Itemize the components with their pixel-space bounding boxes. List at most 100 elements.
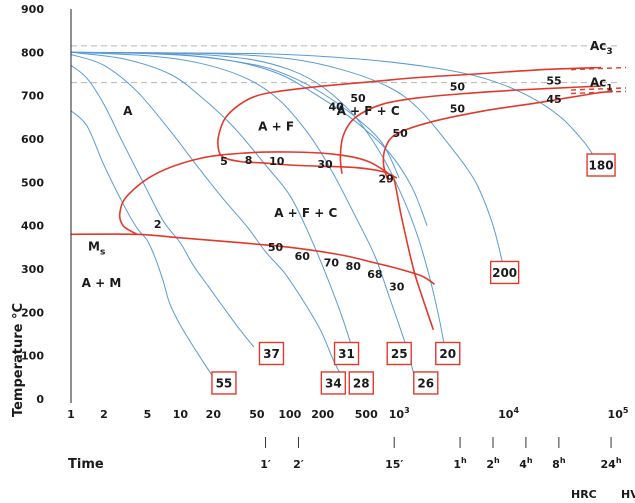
y-tick-label: 300 xyxy=(21,263,44,276)
x-tick-label: 105 xyxy=(608,406,629,421)
critical-temperature-label: Ac3 xyxy=(590,39,613,57)
percent-label: 2 xyxy=(154,218,162,231)
hardness-box xyxy=(333,341,360,366)
transformation-curves xyxy=(70,66,627,330)
percent-label: 68 xyxy=(367,268,382,281)
percent-label: 45 xyxy=(546,93,561,106)
x-tick-label: 10 xyxy=(173,408,189,421)
x-tick-label: 200 xyxy=(311,408,334,421)
percent-label: 30 xyxy=(317,158,333,171)
phase-label: A + F + C xyxy=(337,104,400,118)
cooling-curve xyxy=(70,54,343,378)
percent-label: 50 xyxy=(450,103,466,116)
time-label: Time xyxy=(68,457,104,472)
percent-label: 55 xyxy=(546,74,561,87)
percent-label: 50 xyxy=(268,241,284,254)
hardness-box xyxy=(320,371,347,395)
percent-label: 50 xyxy=(450,80,466,93)
hrc-label: HRC xyxy=(571,488,597,501)
x-tick-label: 1 xyxy=(67,408,75,421)
transformation-extension xyxy=(571,87,627,91)
cooling-curve xyxy=(70,51,354,352)
ms-label: Ms xyxy=(88,239,105,257)
phase-label: A + F + C xyxy=(274,206,337,220)
percent-label: 70 xyxy=(324,256,340,269)
y-tick-label: 900 xyxy=(21,3,44,16)
phase-label: A + F xyxy=(258,119,294,133)
transformation-curve xyxy=(339,85,602,174)
transformation-curve xyxy=(217,66,602,179)
hardness-value: 200 xyxy=(492,266,517,280)
percent-label: 10 xyxy=(269,155,285,168)
phase-label: A + M xyxy=(82,276,122,290)
y-tick-label: 700 xyxy=(21,90,44,103)
percent-label: 50 xyxy=(392,127,408,140)
transformation-curve xyxy=(382,90,614,183)
hardness-box xyxy=(489,260,520,285)
x-tick-label: 50 xyxy=(249,408,265,421)
x-tick-label: 100 xyxy=(278,408,301,421)
hardness-boxes: 55 37 34 31 28 25 26 20 200 180 xyxy=(211,153,616,395)
y-tick-label: 100 xyxy=(21,350,44,363)
hardness-value: 37 xyxy=(263,347,280,361)
cooling-curve xyxy=(70,51,428,226)
x-tick-label: 2 xyxy=(100,408,108,421)
percent-label: 5 xyxy=(220,155,228,168)
hardness-value: 31 xyxy=(338,347,355,361)
phase-label: A xyxy=(123,104,133,118)
hardness-box xyxy=(258,341,285,366)
hardness-value: 25 xyxy=(391,347,408,361)
x-tick-label: 5 xyxy=(144,408,152,421)
y-axis-label: Temperature °C xyxy=(11,303,26,417)
y-tick-label: 400 xyxy=(21,220,44,233)
cooling-curve xyxy=(70,51,414,374)
time-mark-label: 24h xyxy=(601,456,622,471)
x-tick-label: 104 xyxy=(498,406,519,421)
critical-temperature-label: Ac1 xyxy=(590,76,613,94)
y-tick-label: 800 xyxy=(21,46,44,59)
y-tick-label: 0 xyxy=(36,393,44,406)
percent-label: 30 xyxy=(389,281,405,294)
percent-label: 60 xyxy=(295,250,311,263)
hardness-value: 28 xyxy=(353,376,370,390)
reference-lines xyxy=(71,45,618,84)
chart-labels: Ac3 Ac1 Ms A A + F A + F + C A + F + C A + M 2 5 8… xyxy=(82,39,613,294)
x-tick-label: 500 xyxy=(355,408,378,421)
cooling-curve xyxy=(70,51,446,348)
hardness-box xyxy=(435,341,461,366)
hardness-box xyxy=(211,371,237,395)
cooling-curve xyxy=(70,51,507,283)
time-mark-label: 2′ xyxy=(293,458,304,471)
time-mark-label: 1h xyxy=(453,456,467,471)
time-mark-label: 15′ xyxy=(385,458,403,471)
time-mark-label: 2h xyxy=(486,456,500,471)
hardness-value: 34 xyxy=(325,376,342,390)
hardness-value: 20 xyxy=(439,347,456,361)
percent-label: 80 xyxy=(346,260,362,273)
hardness-value: 26 xyxy=(417,376,434,390)
cooling-curve xyxy=(70,64,255,348)
y-tick-label: 500 xyxy=(21,176,44,189)
cooling-curve xyxy=(70,51,598,164)
hardness-box xyxy=(348,371,374,395)
y-tick-label: 200 xyxy=(21,306,44,319)
hardness-box xyxy=(586,153,616,177)
y-tick-label: 600 xyxy=(21,133,44,146)
transformation-extension xyxy=(571,90,627,95)
percent-label: 40 xyxy=(328,100,344,113)
hardness-box xyxy=(413,371,439,395)
ms-curve xyxy=(70,233,435,285)
percent-label: 8 xyxy=(245,154,253,167)
time-mark-label: 1′ xyxy=(260,458,271,471)
time-mark-label: 4h xyxy=(519,456,533,471)
x-tick-label: 20 xyxy=(206,408,222,421)
cooling-curve xyxy=(70,110,214,378)
transformation-extension xyxy=(571,66,627,71)
transformation-curve xyxy=(118,151,435,330)
hardness-box xyxy=(386,341,412,366)
x-tick-label: 103 xyxy=(389,406,410,421)
hv-label: HV xyxy=(621,488,635,501)
hardness-value: 180 xyxy=(589,159,614,173)
